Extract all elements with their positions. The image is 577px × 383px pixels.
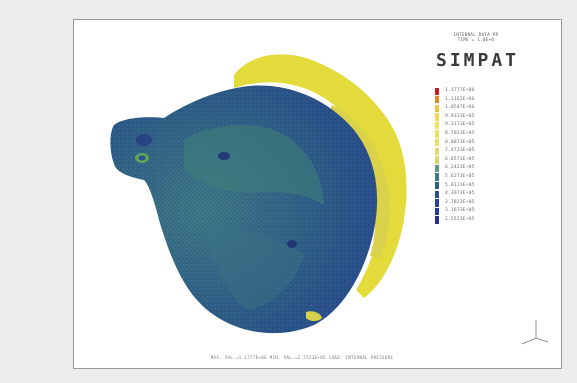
legend-label: 2.5523E+05 [445,216,475,222]
legend-swatch [435,139,439,147]
legend-swatch [435,164,439,173]
legend-swatch [435,130,439,138]
brand-logo-text: SIMPAT [436,50,520,71]
legend-swatch [435,182,439,190]
legend-label: 5.6273E+05 [445,173,475,179]
legend-entry: 9.9323E+05 [435,113,495,122]
legend-swatch [435,216,439,224]
legend-entry: 8.0873E+05 [435,139,495,148]
teal-region [184,124,324,205]
yellow-bottom-spot [306,311,322,321]
legend-label: 1.1162E+06 [445,96,475,102]
figure-frame: INTERNAL DATA PR TIME = 1.0E+0 SIMPAT 1.… [73,19,562,369]
legend-swatch [435,121,439,130]
legend-swatch [435,104,439,113]
legend-entry: 9.3173E+05 [435,121,495,130]
figure-caption: MAX. VAL.=1.1777E+06 MIN. VAL.=2.5523E+0… [210,355,394,360]
legend-swatch [435,207,439,216]
legend-entry: 8.7023E+05 [435,130,495,139]
legend-entry: 1.1162E+06 [435,96,495,105]
legend-swatch [435,156,439,164]
legend-entry: 5.0123E+05 [435,182,495,191]
brand-header: INTERNAL DATA PR TIME = 1.0E+0 [441,32,511,42]
legend-label: 8.7023E+05 [445,130,475,136]
legend-swatch [435,113,439,121]
legend-entry: 5.6273E+05 [435,173,495,182]
legend-swatch [435,96,439,104]
legend-entry: 1.0547E+06 [435,104,495,113]
legend-swatch [435,173,439,181]
legend-label: 3.1673E+05 [445,208,475,214]
brand-header-line-2: TIME = 1.0E+0 [457,37,495,42]
legend-label: 8.0873E+05 [445,139,475,145]
legend-label: 1.1777E+06 [445,88,475,93]
dark-spot [136,134,152,146]
legend-entry: 1.1777E+06 [435,87,495,96]
legend-label: 1.0547E+06 [445,105,475,111]
brand-header-line-1: INTERNAL DATA PR [453,32,499,37]
legend-label: 4.3973E+05 [445,191,475,197]
legend-swatch [435,199,439,207]
dark-spot [218,152,230,160]
legend-entry: 7.4723E+05 [435,147,495,156]
color-legend: 1.1777E+06 1.1162E+06 1.0547E+06 9.9323E+05… [435,87,495,225]
legend-entry: 6.2423E+05 [435,164,495,173]
legend-entry: 2.5523E+05 [435,216,495,225]
legend-label: 6.8573E+05 [445,156,475,162]
fem-contour-plot [110,54,549,345]
dark-spot [287,240,297,248]
high-stress-rim [234,54,407,298]
legend-swatch [435,147,439,156]
legend-label: 7.4723E+05 [445,148,475,154]
legend-entry: 3.1673E+05 [435,207,495,216]
legend-label: 5.0123E+05 [445,182,475,188]
model-body-mesh [110,85,378,334]
legend-label: 9.3173E+05 [445,122,475,128]
legend-label: 6.2423E+05 [445,165,475,171]
flange-hole-inner [138,155,146,161]
legend-entry: 3.7823E+05 [435,199,495,208]
teal-region-lower [204,228,304,310]
legend-label: 9.9323E+05 [445,113,475,119]
legend-swatch [435,190,439,199]
legend-entry: 6.8573E+05 [435,156,495,165]
legend-swatch [435,87,439,95]
coordinate-axes-icon [521,320,549,345]
legend-label: 3.7823E+05 [445,199,475,205]
legend-entry: 4.3973E+05 [435,190,495,199]
